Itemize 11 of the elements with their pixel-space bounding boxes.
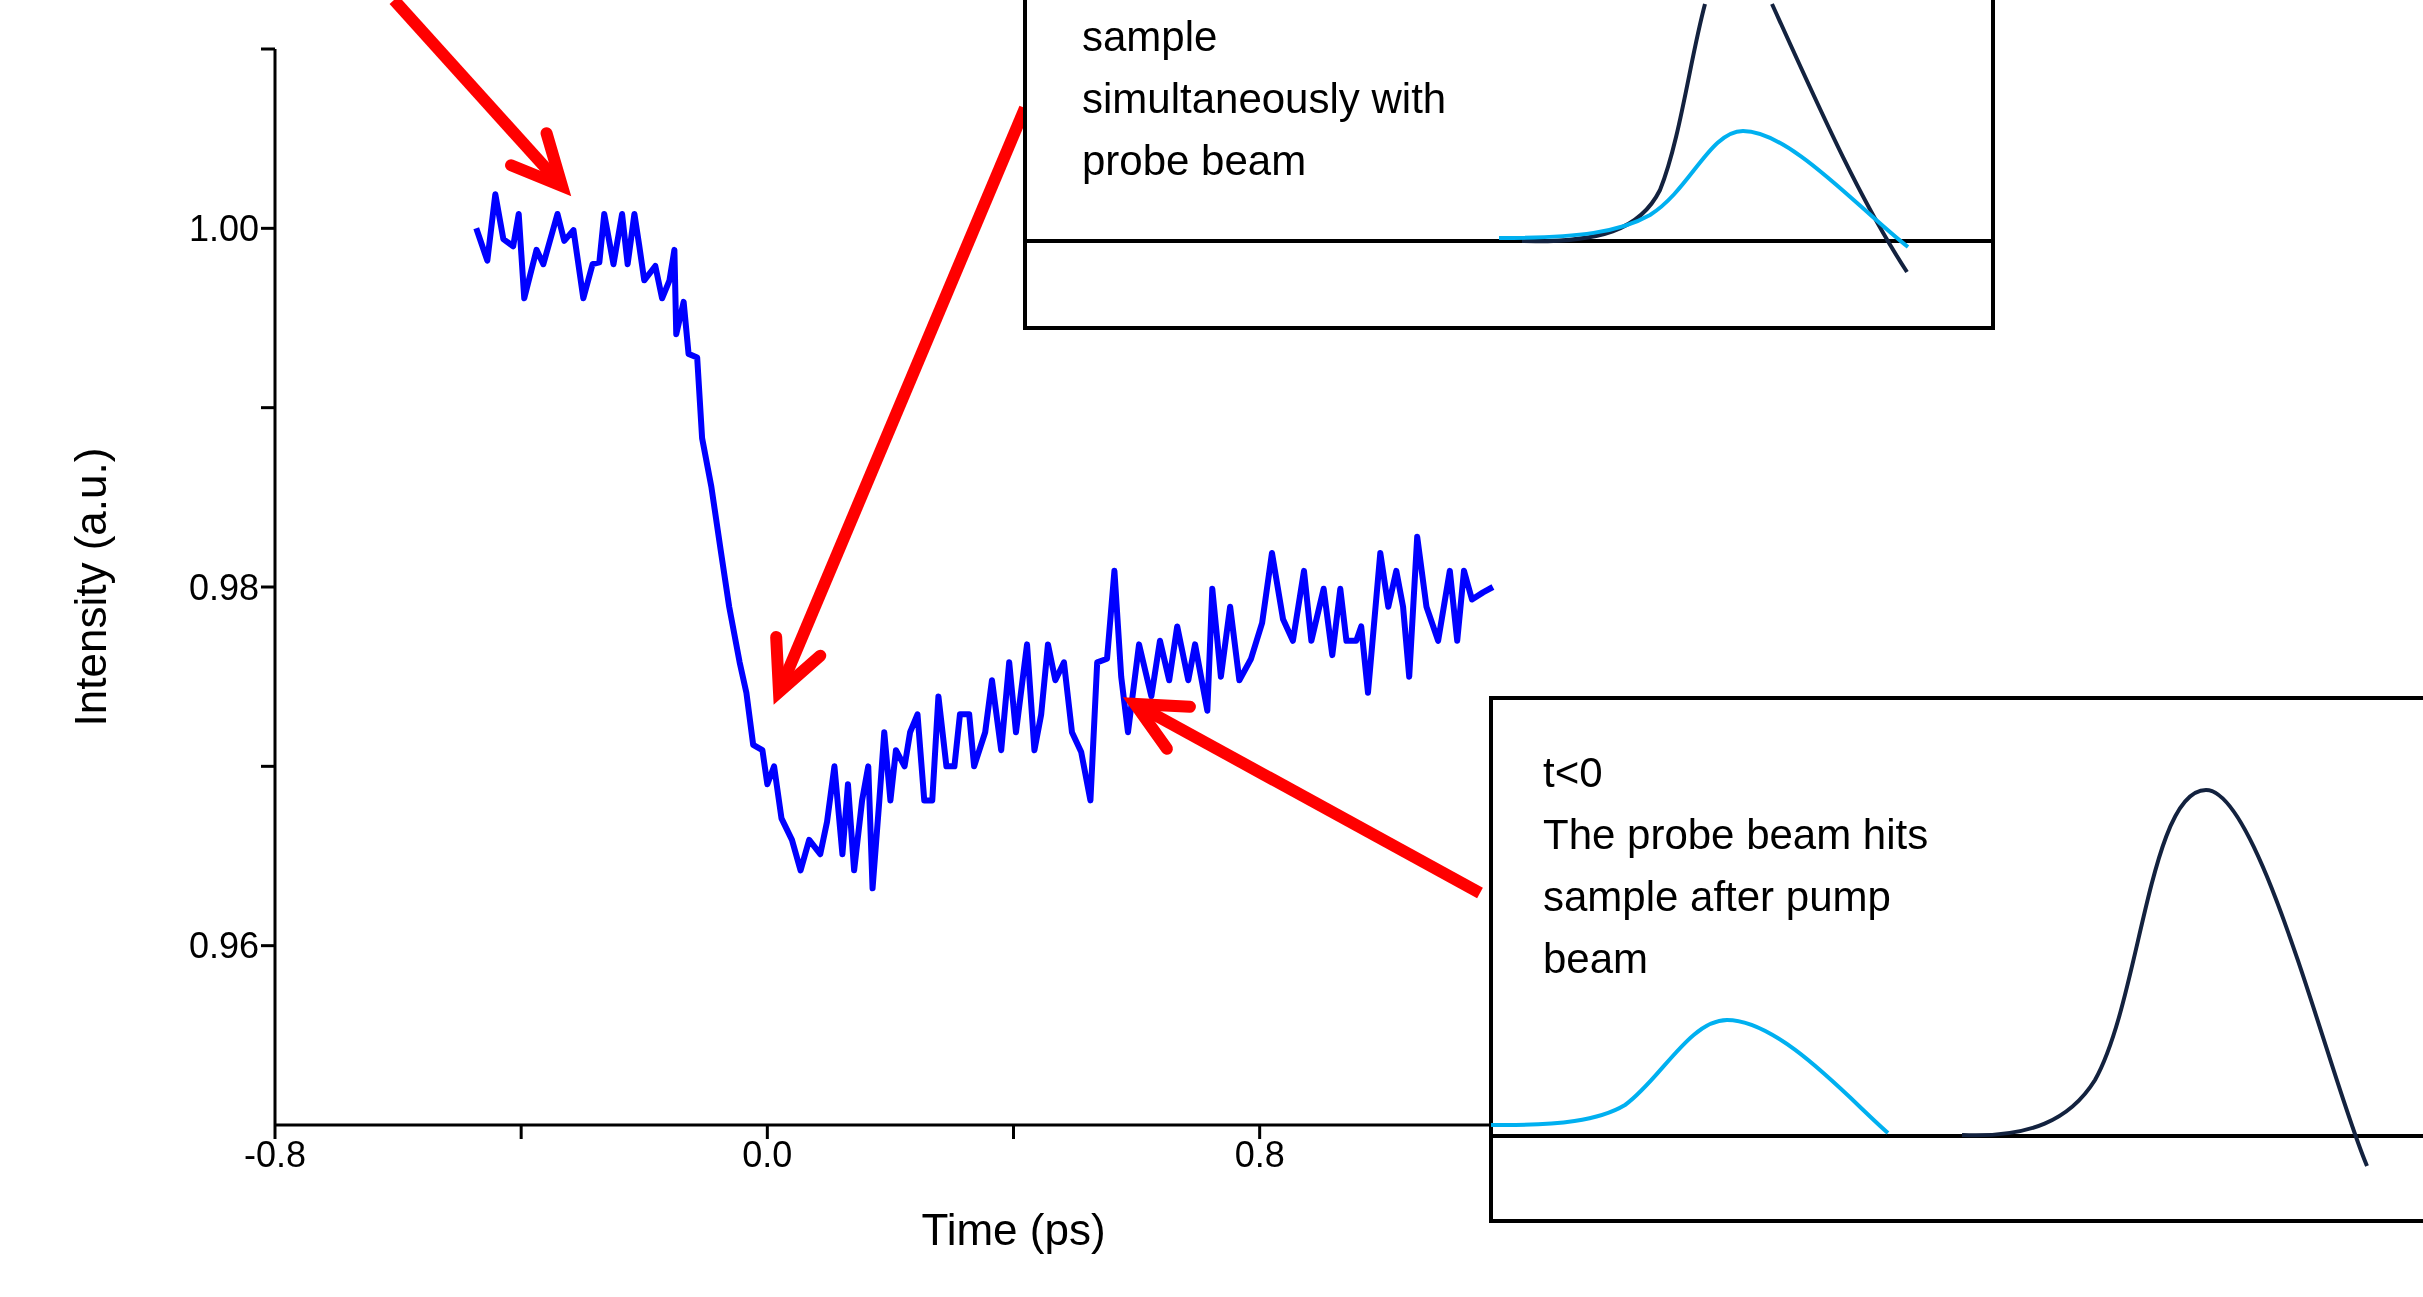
annotation: t<0: [1543, 748, 1604, 798]
y-tick-label: 0.98: [188, 566, 259, 608]
x-tick-label: 0.8: [1234, 1133, 1285, 1175]
x-axis-title: Time (ps): [921, 1205, 1106, 1254]
x-tick-label: -0.8: [243, 1133, 307, 1175]
y-axis-title: Intensity (a.u.): [65, 447, 115, 727]
y-tick-label: 1.00: [188, 208, 259, 250]
annotation: sample simultaneously with probe beam: [1082, 12, 1448, 186]
annotation: The probe beam hits sample after pump beam: [1543, 810, 1930, 984]
y-tick-label: 0.96: [188, 925, 259, 967]
x-tick-label: 0.0: [742, 1133, 793, 1175]
